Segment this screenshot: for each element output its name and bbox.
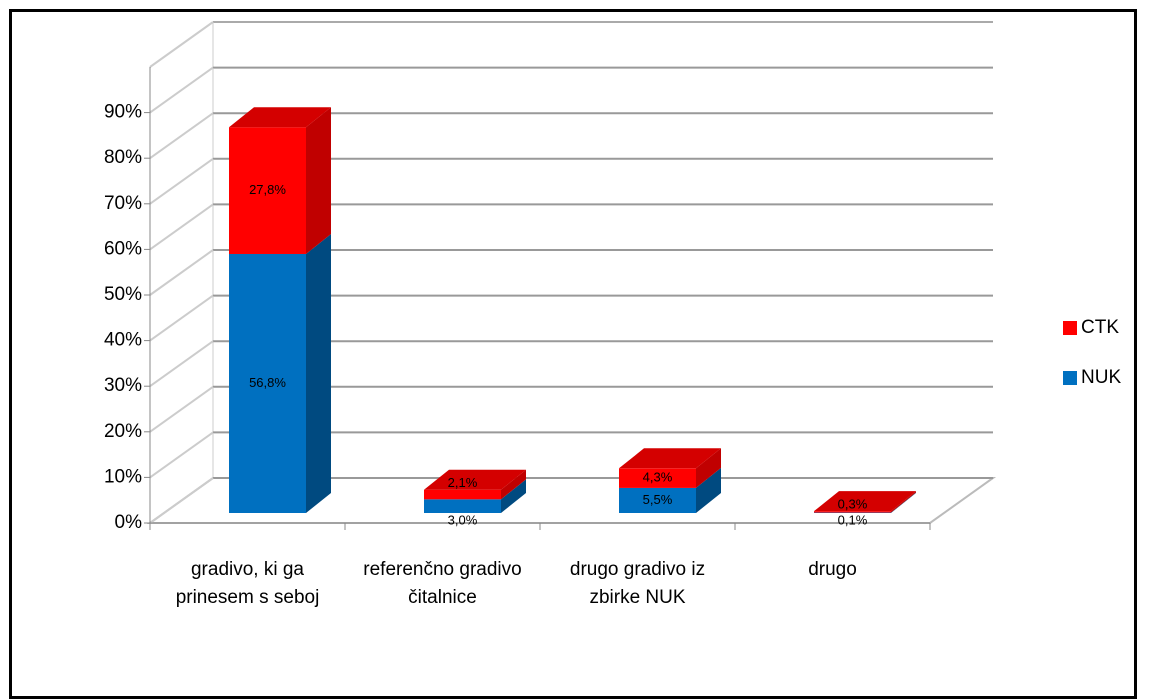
y-tick-label: 70% bbox=[104, 193, 142, 214]
y-tick-label: 80% bbox=[104, 147, 142, 168]
y-tick-label: 10% bbox=[104, 466, 142, 487]
bar bbox=[424, 499, 501, 513]
bar-side bbox=[306, 234, 331, 513]
page: 0% 10% 20% 30% 40% 50% 60% 70% 80% 90% 56,8% 27,8% 3… bbox=[0, 0, 1151, 684]
grid-line-side bbox=[150, 478, 213, 523]
x-tick-label: referenčno gradivo čitalnice bbox=[353, 556, 533, 612]
data-label: 4,3% bbox=[643, 470, 673, 485]
grid-line-side bbox=[150, 113, 213, 158]
data-label: 2,1% bbox=[448, 475, 478, 490]
legend-label: CTK bbox=[1081, 317, 1119, 338]
grid-line-side bbox=[150, 387, 213, 432]
x-tick-label: gradivo, ki ga prinesem s seboj bbox=[158, 556, 338, 612]
legend-label: NUK bbox=[1081, 367, 1121, 388]
bar-side bbox=[306, 107, 331, 254]
y-tick-label: 50% bbox=[104, 284, 142, 305]
grid-line-side bbox=[150, 250, 213, 295]
grid-line-side bbox=[150, 204, 213, 249]
grid-line-side bbox=[150, 68, 213, 113]
legend-swatch bbox=[1063, 371, 1077, 385]
data-label: 56,8% bbox=[249, 375, 286, 390]
y-tick-label: 40% bbox=[104, 330, 142, 351]
grid-line-side bbox=[150, 341, 213, 386]
y-tick-label: 0% bbox=[115, 512, 143, 533]
data-label: 5,5% bbox=[643, 492, 673, 507]
grid-line-side bbox=[150, 159, 213, 204]
data-label: 0,3% bbox=[838, 497, 868, 512]
bar bbox=[424, 490, 501, 500]
legend-swatch bbox=[1063, 321, 1077, 335]
x-tick-label: drugo bbox=[743, 556, 923, 584]
x-tick-label: drugo gradivo iz zbirke NUK bbox=[548, 556, 728, 612]
y-tick-label: 90% bbox=[104, 102, 142, 123]
grid-line-side bbox=[150, 432, 213, 477]
data-label: 27,8% bbox=[249, 182, 286, 197]
grid-line-side bbox=[150, 296, 213, 341]
side-wall-top bbox=[150, 22, 213, 67]
y-tick-label: 20% bbox=[104, 421, 142, 442]
data-label: 3,0% bbox=[448, 512, 478, 527]
y-tick-label: 30% bbox=[104, 375, 142, 396]
data-label: 0,1% bbox=[838, 512, 868, 527]
y-tick-label: 60% bbox=[104, 238, 142, 259]
